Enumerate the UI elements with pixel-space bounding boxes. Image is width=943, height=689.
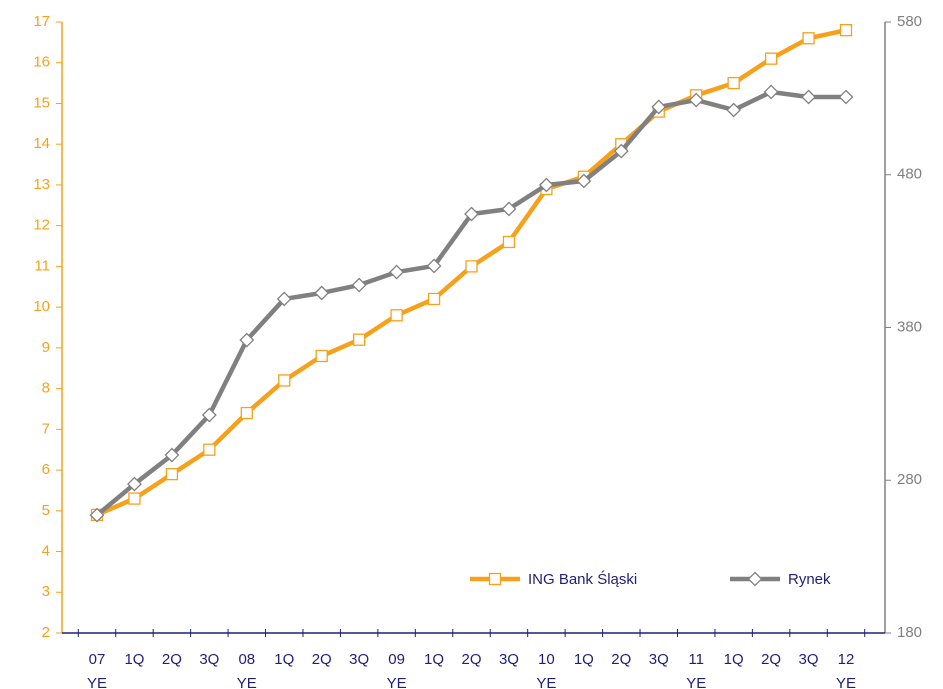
marker <box>651 99 667 115</box>
y-tick-label: 6 <box>42 461 50 478</box>
marker <box>426 258 442 274</box>
y-tick-label: 14 <box>33 135 50 152</box>
x-tick-label: 2Q <box>162 651 182 668</box>
y-tick-label: 9 <box>42 339 50 356</box>
marker <box>802 32 815 45</box>
y-tick-label: 7 <box>42 420 50 437</box>
marker <box>464 206 479 222</box>
marker <box>351 277 367 293</box>
marker <box>278 374 291 387</box>
marker <box>501 201 517 217</box>
marker <box>726 102 742 118</box>
x-tick-label: 2Q <box>312 651 332 668</box>
y-tick-label: 16 <box>33 54 50 71</box>
x-tick-label: 3Q <box>649 651 669 668</box>
x-tick-label: 2Q <box>761 651 781 668</box>
marker <box>502 235 516 249</box>
marker <box>390 309 403 322</box>
x-tick-label: 2Q <box>611 651 631 668</box>
y-tick-label: 12 <box>33 217 50 234</box>
marker <box>538 177 554 193</box>
x-tick-label: 12 YE <box>836 651 856 689</box>
y-tick-label: 10 <box>33 298 50 315</box>
marker <box>128 492 141 505</box>
x-tick-label: 1Q <box>574 651 594 668</box>
x-tick-label: 3Q <box>199 651 219 668</box>
y-tick-label: 5 <box>42 502 50 519</box>
marker <box>801 89 816 105</box>
marker <box>727 76 740 90</box>
marker <box>239 332 255 348</box>
marker <box>276 291 292 307</box>
x-tick-label: 3Q <box>349 651 369 668</box>
marker <box>164 447 180 463</box>
y-tick-label: 8 <box>42 380 50 397</box>
y-tick-label: 15 <box>33 94 50 111</box>
y-tick-label: 4 <box>42 543 50 560</box>
legend-marker <box>747 571 763 587</box>
marker <box>465 260 478 273</box>
marker <box>389 264 405 280</box>
x-tick-label: 07 YE <box>87 651 107 689</box>
y2-tick-label: 280 <box>897 471 922 488</box>
x-tick-label: 2Q <box>461 651 481 668</box>
y-tick-label: 17 <box>33 13 50 30</box>
x-tick-label: 3Q <box>799 651 819 668</box>
x-tick-label: 09 YE <box>387 651 407 689</box>
x-tick-label: 08 YE <box>237 651 257 689</box>
marker <box>315 349 328 363</box>
marker <box>352 333 366 346</box>
y2-tick-label: 380 <box>897 318 922 335</box>
marker <box>203 443 216 456</box>
marker <box>201 407 217 423</box>
marker <box>576 173 592 189</box>
marker <box>763 84 779 100</box>
marker <box>613 143 629 159</box>
x-tick-label: 1Q <box>274 651 294 668</box>
legend-label: ING Bank Śląski <box>528 570 637 588</box>
y2-tick-label: 480 <box>897 166 922 183</box>
legend-marker <box>488 572 502 586</box>
marker <box>764 52 778 65</box>
marker <box>89 507 105 523</box>
x-tick-label: 1Q <box>724 651 744 668</box>
x-tick-label: 3Q <box>499 651 519 668</box>
marker <box>839 23 853 37</box>
marker <box>838 89 854 105</box>
marker <box>240 406 253 420</box>
x-tick-label: 1Q <box>124 651 144 668</box>
y-tick-label: 3 <box>42 583 50 600</box>
y-tick-label: 13 <box>33 176 50 193</box>
x-tick-label: 10 YE <box>536 651 556 689</box>
y2-tick-label: 180 <box>897 624 922 641</box>
y2-tick-label: 580 <box>897 13 922 30</box>
marker <box>127 476 142 492</box>
x-tick-label: 11 YE <box>686 651 706 689</box>
marker <box>314 285 330 301</box>
y-tick-label: 11 <box>34 257 50 274</box>
y-tick-label: 2 <box>42 624 50 641</box>
marker <box>688 92 704 108</box>
x-tick-label: 1Q <box>424 651 444 668</box>
legend-label: Rynek <box>788 571 831 588</box>
marker <box>165 467 179 481</box>
marker <box>427 292 441 306</box>
